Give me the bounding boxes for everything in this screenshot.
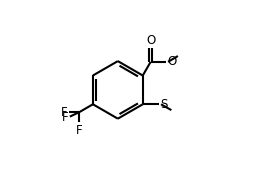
Text: O: O bbox=[167, 55, 176, 68]
Text: O: O bbox=[146, 35, 155, 48]
Text: F: F bbox=[62, 111, 69, 124]
Text: F: F bbox=[76, 124, 83, 137]
Text: F: F bbox=[60, 106, 67, 119]
Text: S: S bbox=[160, 98, 167, 111]
